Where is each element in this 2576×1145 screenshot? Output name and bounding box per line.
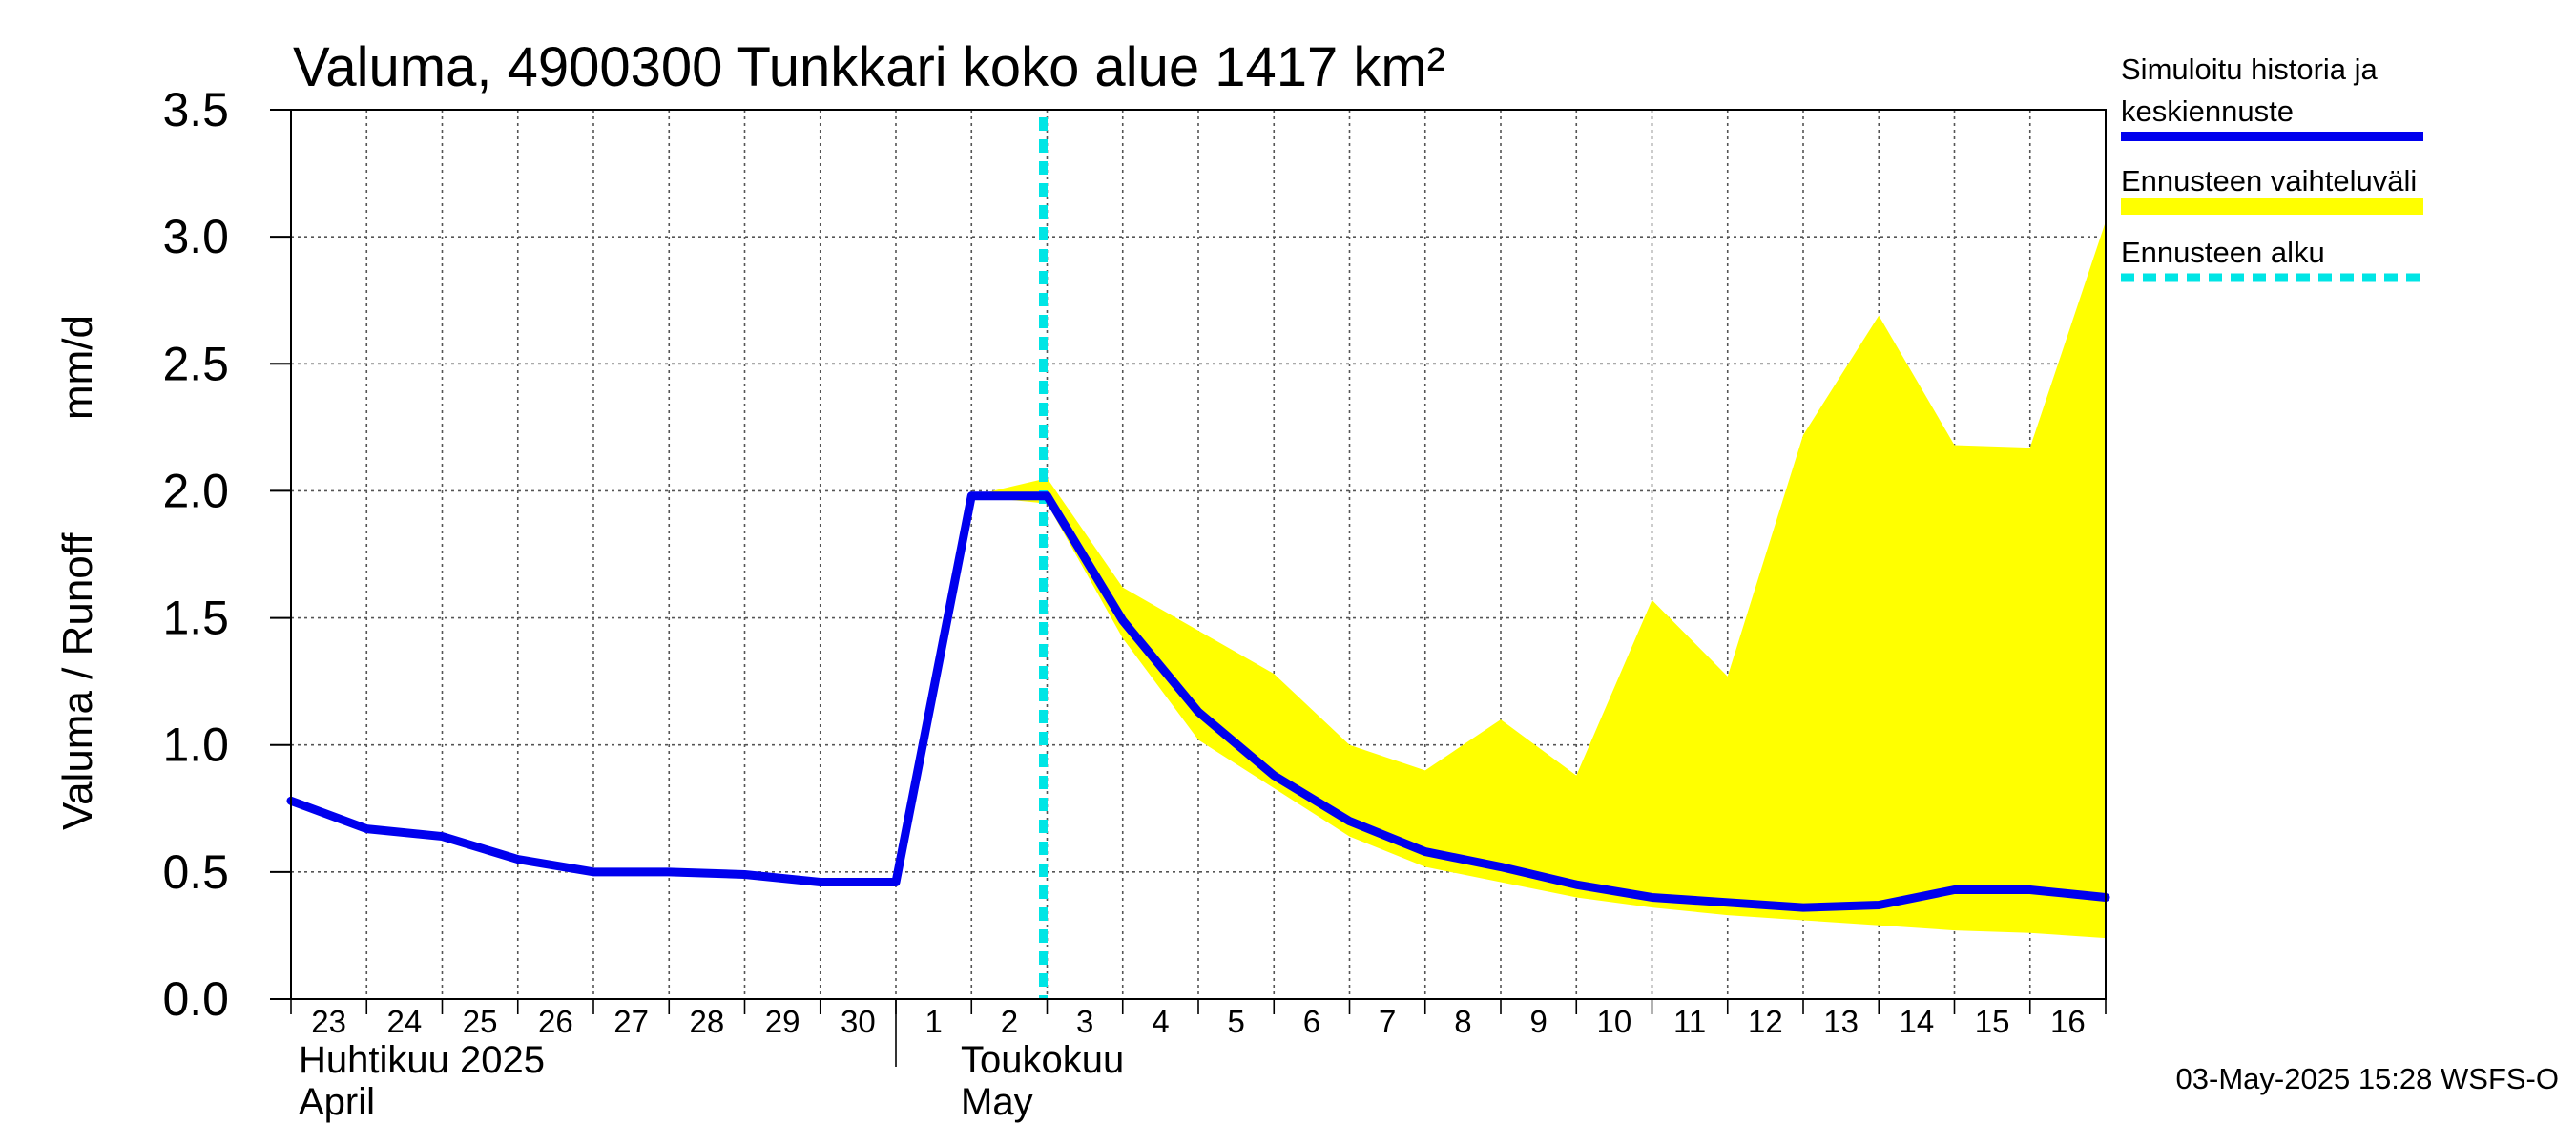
- legend: Simuloitu historia ja keskiennuste Ennuste…: [2121, 52, 2423, 282]
- x-tick-label: 12: [1748, 1004, 1783, 1039]
- x-tick-label: 1: [924, 1004, 942, 1039]
- y-axis-label: Valuma / Runoff mm/d: [54, 315, 101, 830]
- forecast-range-band-layer: [971, 221, 2106, 939]
- y-axis-label-text: Valuma / Runoff: [54, 532, 101, 830]
- y-tick-label: 3.0: [162, 210, 229, 263]
- month-label-fi: Huhtikuu 2025: [299, 1039, 545, 1081]
- timestamp: 03-May-2025 15:28 WSFS-O: [2176, 1062, 2559, 1095]
- x-tick-label: 16: [2050, 1004, 2086, 1039]
- x-tick-label: 24: [387, 1004, 423, 1039]
- x-tick-label: 6: [1303, 1004, 1320, 1039]
- series-line-simulated-mean: [286, 491, 2110, 912]
- y-tick-label: 0.5: [162, 845, 229, 899]
- x-tick-label: 30: [841, 1004, 876, 1039]
- series-line-layer: [286, 117, 2110, 999]
- x-tick-label: 8: [1454, 1004, 1471, 1039]
- x-tick-label: 28: [690, 1004, 725, 1039]
- y-tick-label: 2.5: [162, 337, 229, 390]
- legend-label-forecast-start: Ennusteen alku: [2121, 236, 2325, 269]
- legend-label-simulated-line2: keskiennuste: [2121, 94, 2294, 128]
- x-tick-label: 5: [1227, 1004, 1244, 1039]
- x-tick-label: 7: [1379, 1004, 1396, 1039]
- y-tick-label: 0.0: [162, 972, 229, 1026]
- x-tick-label: 4: [1152, 1004, 1169, 1039]
- legend-label-simulated-line1: Simuloitu historia ja: [2121, 52, 2379, 86]
- month-label-fi: Toukokuu: [961, 1039, 1124, 1081]
- x-tick-label: 9: [1529, 1004, 1547, 1039]
- x-tick-label: 29: [765, 1004, 800, 1039]
- month-label-en: May: [961, 1081, 1033, 1123]
- y-axis-ticks: 0.0 0.5 1.0 1.5 2.0 2.5 3.0 3.5: [162, 83, 291, 1026]
- chart-title: Valuma, 4900300 Tunkkari koko alue 1417 …: [293, 36, 1445, 98]
- legend-swatch-range: [2121, 198, 2423, 215]
- x-tick-label: 26: [538, 1004, 573, 1039]
- x-tick-label: 2: [1001, 1004, 1018, 1039]
- legend-label-range: Ennusteen vaihteluväli: [2121, 164, 2417, 198]
- x-tick-label: 14: [1900, 1004, 1935, 1039]
- forecast-range-band: [971, 221, 2106, 939]
- month-label-en: April: [299, 1081, 375, 1123]
- x-tick-label: 11: [1673, 1004, 1706, 1039]
- x-tick-label: 25: [463, 1004, 498, 1039]
- y-tick-label: 2.0: [162, 464, 229, 517]
- x-tick-label: 3: [1076, 1004, 1093, 1039]
- y-tick-label: 3.5: [162, 83, 229, 136]
- y-tick-label: 1.0: [162, 718, 229, 772]
- x-tick-label: 27: [613, 1004, 649, 1039]
- x-tick-label: 23: [311, 1004, 346, 1039]
- y-tick-label: 1.5: [162, 592, 229, 645]
- x-tick-label: 13: [1823, 1004, 1859, 1039]
- x-tick-label: 15: [1975, 1004, 2010, 1039]
- x-tick-label: 10: [1597, 1004, 1632, 1039]
- x-axis-ticks: 23 24 25 26 27 28 29 30 1 2 3 4 5 6 7 8 9 10 11 12 13 14 15 16H…: [290, 999, 2107, 1123]
- y-axis-unit: mm/d: [54, 315, 101, 420]
